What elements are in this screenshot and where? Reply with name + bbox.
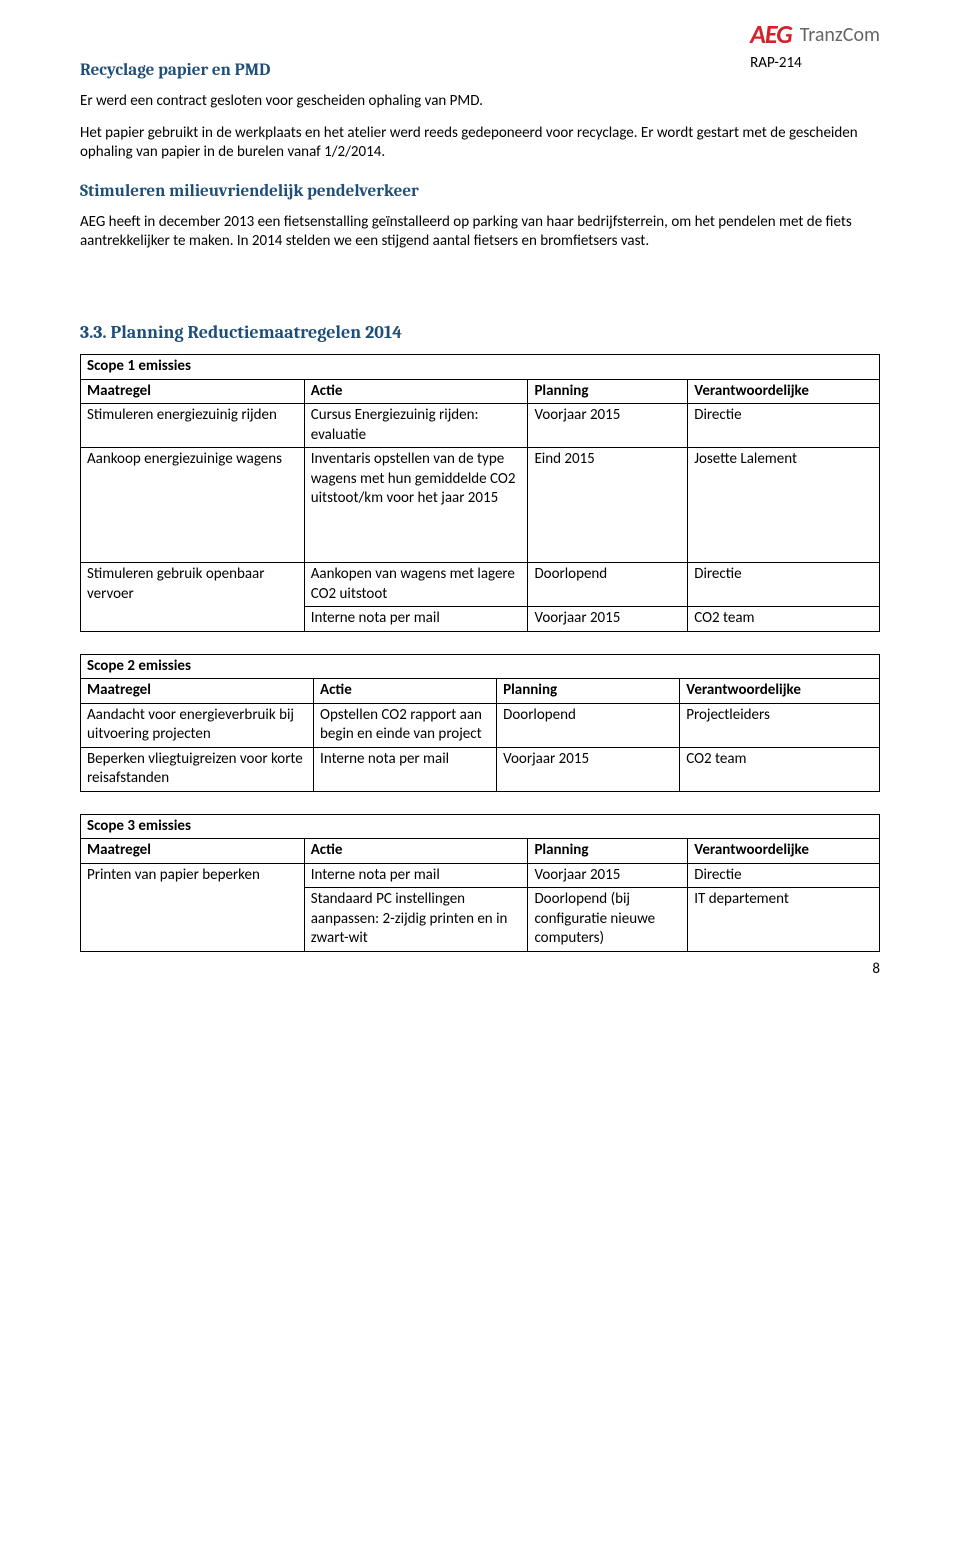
- table-scope1: Scope 1 emissies Maatregel Actie Plannin…: [80, 354, 880, 632]
- scope1-label: Scope 1 emissies: [81, 355, 880, 380]
- cell: Interne nota per mail: [304, 607, 528, 632]
- table-row: Stimuleren energiezuinig rijden Cursus E…: [81, 404, 880, 448]
- cell: CO2 team: [688, 607, 880, 632]
- cell: Doorlopend: [528, 563, 688, 607]
- th-maatregel: Maatregel: [81, 839, 305, 864]
- logo-brand: AEG: [750, 18, 792, 52]
- cell: Voorjaar 2015: [528, 404, 688, 448]
- cell: Aandacht voor energieverbruik bij uitvoe…: [81, 703, 314, 747]
- cell: Printen van papier beperken: [81, 863, 305, 951]
- th-actie: Actie: [304, 839, 528, 864]
- cell: Voorjaar 2015: [528, 863, 688, 888]
- th-verantwoordelijke: Verantwoordelijke: [680, 679, 880, 704]
- cell: Beperken vliegtuigreizen voor korte reis…: [81, 747, 314, 791]
- cell: Directie: [688, 863, 880, 888]
- doc-code: RAP-214: [750, 54, 880, 74]
- cell: Projectleiders: [680, 703, 880, 747]
- cell: Aankoop energiezuinige wagens: [81, 448, 305, 563]
- cell: Doorlopend (bij configuratie nieuwe comp…: [528, 888, 688, 952]
- cell: Voorjaar 2015: [528, 607, 688, 632]
- th-planning: Planning: [528, 379, 688, 404]
- cell: Interne nota per mail: [304, 863, 528, 888]
- cell: Interne nota per mail: [314, 747, 497, 791]
- th-maatregel: Maatregel: [81, 679, 314, 704]
- scope3-label: Scope 3 emissies: [81, 814, 880, 839]
- th-verantwoordelijke: Verantwoordelijke: [688, 839, 880, 864]
- logo-sub: TranzCom: [800, 22, 880, 48]
- cell: Doorlopend: [497, 703, 680, 747]
- scope2-label: Scope 2 emissies: [81, 654, 880, 679]
- cell: Josette Lalement: [688, 448, 880, 563]
- th-verantwoordelijke: Verantwoordelijke: [688, 379, 880, 404]
- table-row: Stimuleren gebruik openbaar vervoer Aank…: [81, 563, 880, 607]
- cell: Cursus Energiezuinig rijden: evaluatie: [304, 404, 528, 448]
- logo-row: AEG TranzCom: [750, 18, 880, 52]
- section3-title: 3.3. Planning Reductiemaatregelen 2014: [80, 321, 880, 344]
- header-right: AEG TranzCom RAP-214: [750, 18, 880, 73]
- section2-p1: AEG heeft in december 2013 een fietsenst…: [80, 213, 880, 252]
- th-planning: Planning: [528, 839, 688, 864]
- cell: CO2 team: [680, 747, 880, 791]
- cell: Stimuleren energiezuinig rijden: [81, 404, 305, 448]
- cell: Aankopen van wagens met lagere CO2 uitst…: [304, 563, 528, 607]
- cell: Directie: [688, 563, 880, 607]
- cell: Eind 2015: [528, 448, 688, 563]
- cell: Inventaris opstellen van de type wagens …: [304, 448, 528, 563]
- table-row: Aankoop energiezuinige wagens Inventaris…: [81, 448, 880, 563]
- section2-title: Stimuleren milieuvriendelijk pendelverke…: [80, 181, 880, 203]
- th-actie: Actie: [304, 379, 528, 404]
- table-row: Beperken vliegtuigreizen voor korte reis…: [81, 747, 880, 791]
- cell: Opstellen CO2 rapport aan begin en einde…: [314, 703, 497, 747]
- cell: Directie: [688, 404, 880, 448]
- table-row: Aandacht voor energieverbruik bij uitvoe…: [81, 703, 880, 747]
- th-actie: Actie: [314, 679, 497, 704]
- cell: Stimuleren gebruik openbaar vervoer: [81, 563, 305, 632]
- table-row: Printen van papier beperken Interne nota…: [81, 863, 880, 888]
- table-scope3: Scope 3 emissies Maatregel Actie Plannin…: [80, 814, 880, 952]
- section1-p2: Het papier gebruikt in de werkplaats en …: [80, 124, 880, 163]
- cell: IT departement: [688, 888, 880, 952]
- th-maatregel: Maatregel: [81, 379, 305, 404]
- cell: Standaard PC instellingen aanpassen: 2-z…: [304, 888, 528, 952]
- table-scope2: Scope 2 emissies Maatregel Actie Plannin…: [80, 654, 880, 792]
- th-planning: Planning: [497, 679, 680, 704]
- page-number: 8: [80, 960, 880, 980]
- section1-p1: Er werd een contract gesloten voor gesch…: [80, 92, 880, 112]
- cell: Voorjaar 2015: [497, 747, 680, 791]
